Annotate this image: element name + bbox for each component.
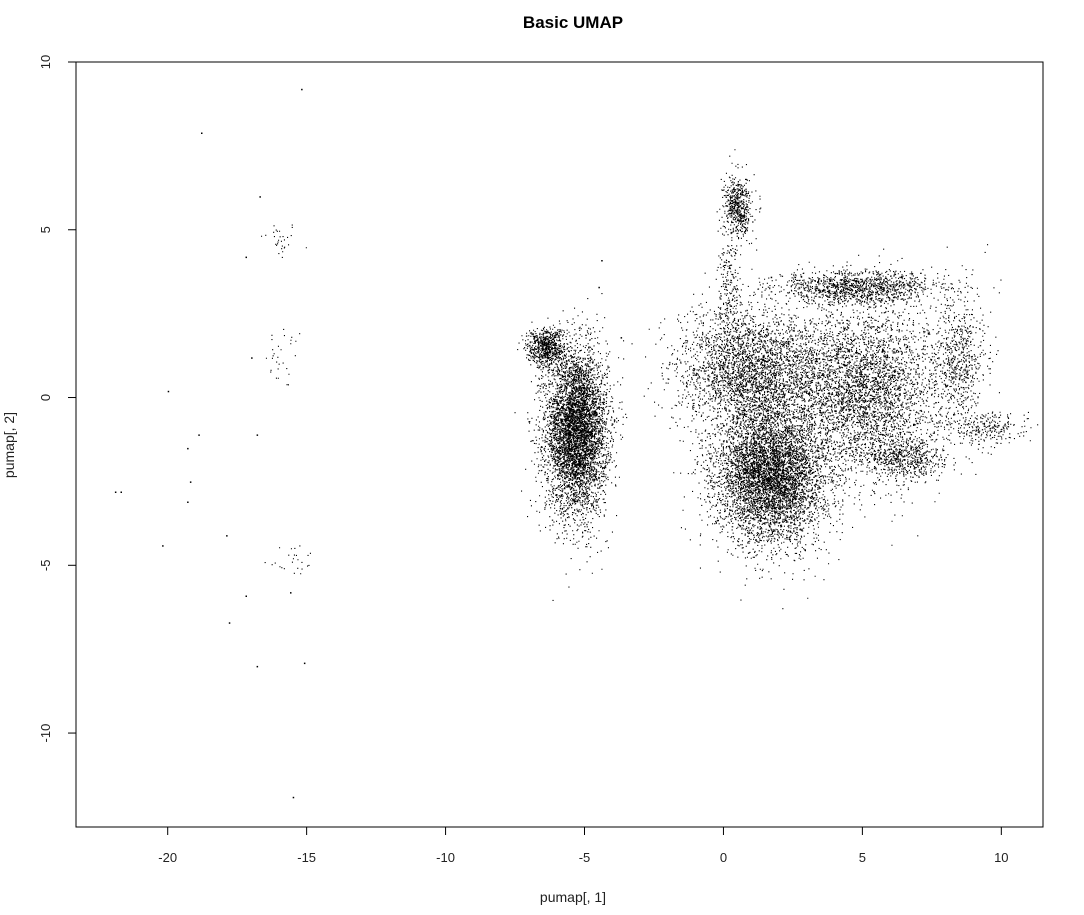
x-tick-label: 5	[859, 850, 866, 865]
scatter-point	[256, 665, 259, 668]
scatter-point	[162, 545, 164, 547]
y-axis-label: pumap[, 2]	[1, 412, 17, 478]
scatter-point	[251, 357, 253, 359]
scatter-point	[301, 88, 303, 91]
sparse-points	[114, 88, 942, 799]
plot-frame	[75, 61, 1044, 828]
scatter-point	[201, 132, 203, 134]
scatter-point	[228, 622, 231, 624]
y-tick-label: 0	[38, 394, 53, 401]
x-tick-label: 10	[994, 850, 1008, 865]
scatter-point	[167, 390, 170, 393]
x-tick-label: -20	[158, 850, 177, 865]
scatter-point	[940, 407, 942, 410]
x-axis: -20 -15 -10 -5 0 5 10	[158, 827, 1009, 865]
scatter-point	[187, 501, 189, 503]
cluster-points	[261, 149, 1039, 610]
scatter-point	[770, 276, 773, 279]
scatter-point	[598, 286, 600, 289]
y-tick-label: -10	[38, 724, 53, 743]
scatter-point	[259, 196, 261, 198]
scatter-point	[114, 491, 117, 493]
x-axis-label: pumap[, 1]	[540, 889, 606, 905]
x-tick-label: -5	[579, 850, 591, 865]
x-tick-label: 0	[720, 850, 727, 865]
x-tick-label: -15	[297, 850, 316, 865]
y-axis: -10 -5 0 5 10	[38, 55, 76, 743]
scatter-point	[290, 592, 292, 594]
x-tick-label: -10	[436, 850, 455, 865]
scatter-point	[245, 256, 247, 259]
scatter-point	[187, 447, 189, 450]
scatter-point	[256, 434, 259, 436]
scatter-point	[120, 491, 122, 493]
scatter-point	[245, 595, 247, 597]
scatter-point	[189, 481, 192, 483]
scatter-point	[198, 434, 200, 436]
scatter-point	[601, 260, 603, 262]
y-tick-label: 5	[38, 226, 53, 233]
scatter-point	[226, 535, 228, 537]
scatter-point	[303, 662, 306, 665]
chart-title: Basic UMAP	[523, 13, 623, 32]
y-tick-label: 10	[38, 55, 53, 69]
data-points	[261, 149, 1039, 610]
scatter-point	[620, 337, 623, 339]
scatter-point	[292, 796, 295, 799]
y-tick-label: -5	[38, 560, 53, 572]
